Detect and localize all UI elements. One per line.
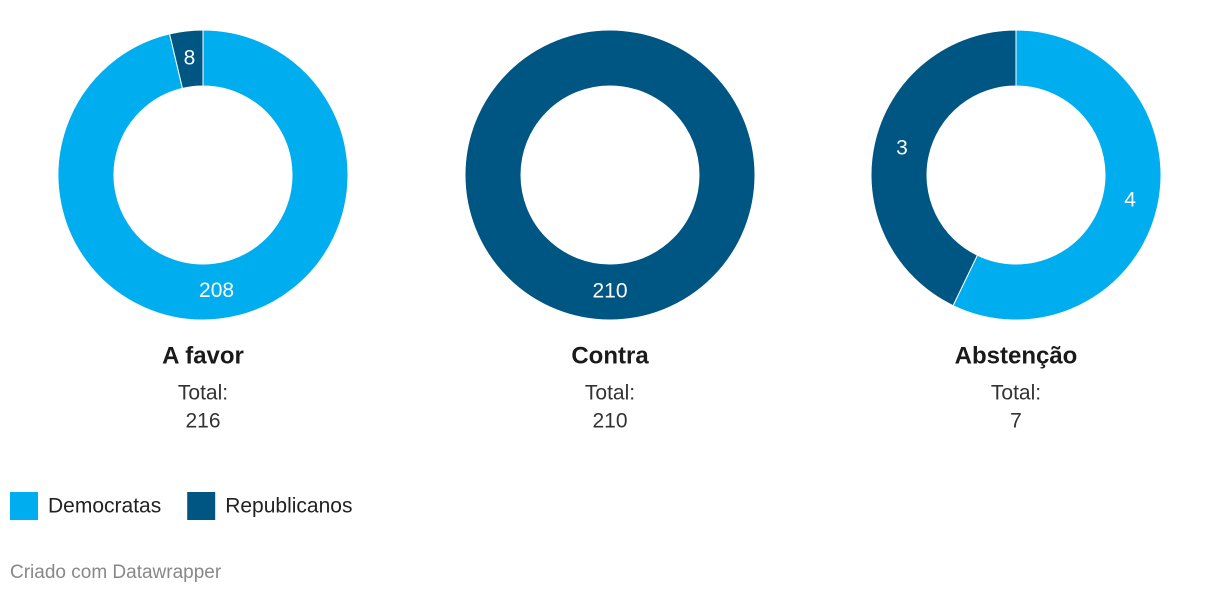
- donut-segment: [952, 29, 1162, 321]
- chart-title: A favor: [162, 342, 244, 369]
- donut-segment: [464, 29, 756, 321]
- total-label: Total:: [585, 382, 635, 405]
- total-value: 7: [1010, 410, 1022, 433]
- donut-segment: [57, 29, 349, 321]
- data-label: 8: [184, 46, 196, 69]
- legend-swatch: [10, 492, 38, 520]
- chart-title: Contra: [571, 342, 649, 369]
- donut-segment: [168, 29, 204, 90]
- total-value: 216: [185, 410, 220, 433]
- data-label: 210: [592, 280, 627, 303]
- legend-swatch: [187, 492, 216, 520]
- data-label: 208: [199, 279, 234, 302]
- donut-segment: [870, 29, 1017, 307]
- data-label: 4: [1124, 189, 1136, 212]
- chart-title: Abstenção: [955, 342, 1078, 369]
- footer: Criado com Datawrapper: [10, 562, 222, 583]
- legend-label: Democratas: [48, 495, 161, 518]
- total-label: Total:: [178, 382, 228, 405]
- data-label: 3: [896, 137, 908, 160]
- legend-label: Republicanos: [225, 495, 352, 518]
- total-value: 210: [592, 410, 627, 433]
- total-label: Total:: [991, 382, 1041, 405]
